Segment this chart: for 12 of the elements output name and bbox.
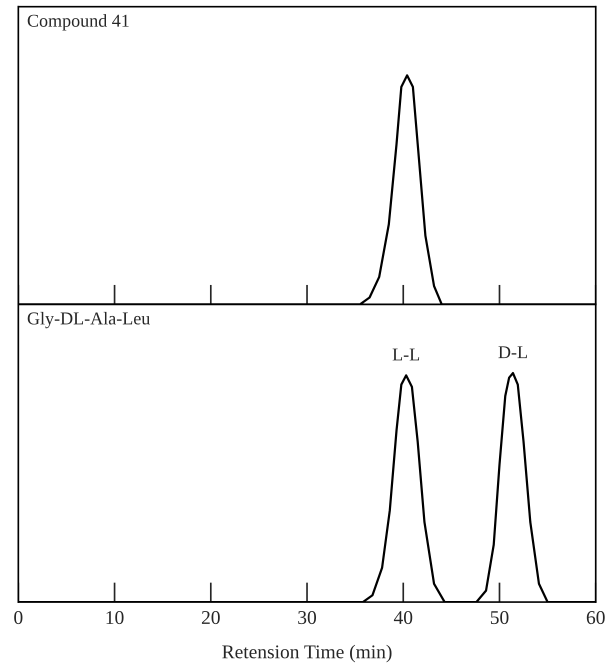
annotation: L-L <box>392 348 420 360</box>
chart-title: Compound 41 <box>28 14 129 31</box>
x-tick-label: 50 <box>490 610 508 624</box>
x-tick-label: 30 <box>298 610 316 624</box>
x-axis-title: Retension Time (min) <box>222 644 392 662</box>
x-tick-label: 10 <box>106 610 124 624</box>
x-tick-label: 60 <box>586 610 605 624</box>
x-tick-label: 40 <box>394 610 412 624</box>
annotation: D-L <box>498 346 527 358</box>
x-tick-label: 0 <box>14 610 22 624</box>
chart-title: Gly-DL-Ala-Leu <box>28 312 150 328</box>
x-tick-label: 20 <box>202 610 220 624</box>
